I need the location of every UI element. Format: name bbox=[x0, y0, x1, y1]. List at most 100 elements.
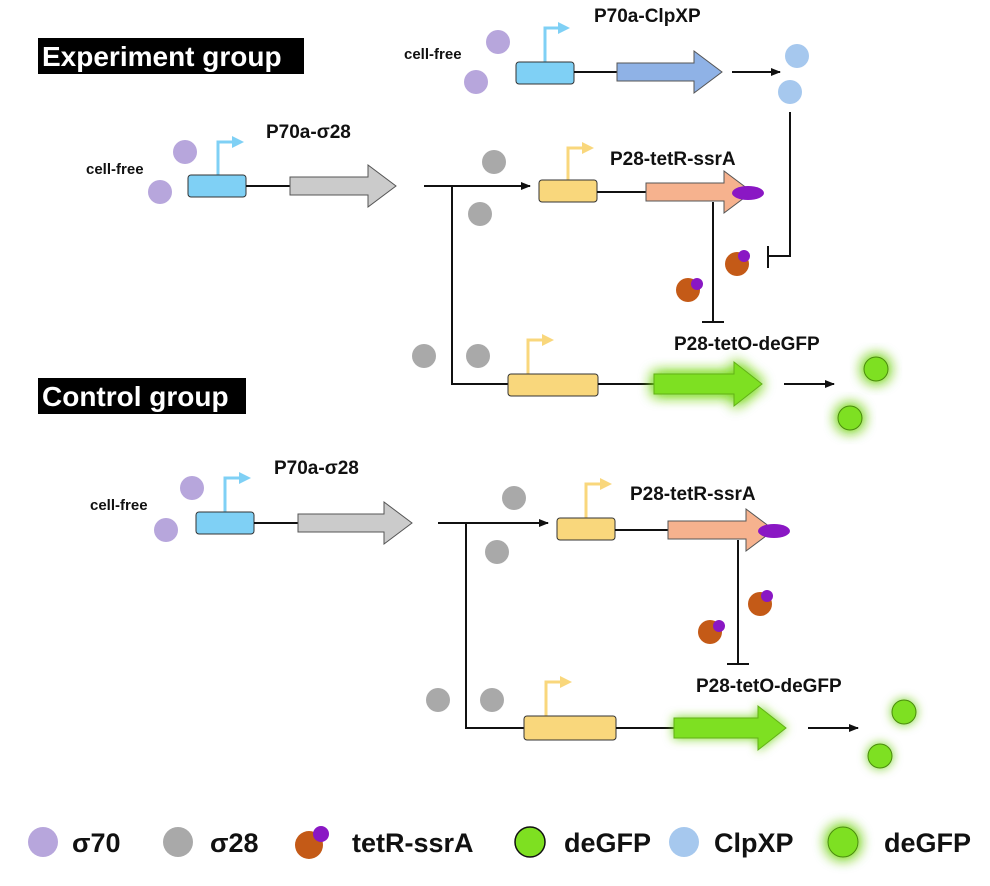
promoter-box-70 bbox=[195, 511, 255, 535]
promoter-arrowhead-icon bbox=[560, 676, 572, 688]
p28-tetr-ssra-label: P28-tetR-ssrA bbox=[610, 149, 736, 170]
sigma28-icon bbox=[502, 486, 526, 510]
experiment-group-label-bg bbox=[38, 38, 304, 74]
clpxp-gene-arrow bbox=[616, 50, 723, 94]
promoter-arrow-icon bbox=[566, 146, 584, 180]
legend-label: σ70 bbox=[72, 828, 121, 858]
sigma28-gene-arrow bbox=[297, 501, 413, 545]
promoter-box-70 bbox=[515, 61, 575, 85]
sigma70-icon bbox=[154, 518, 178, 542]
promoter-arrowhead-icon bbox=[600, 478, 612, 490]
sigma28-icon bbox=[426, 688, 450, 712]
degfp-gene-arrow bbox=[673, 704, 787, 752]
control-group-label-bg bbox=[38, 378, 246, 414]
legend-item: deGFP bbox=[827, 826, 971, 858]
promoter-arrow-icon bbox=[223, 476, 241, 512]
legend-label: ClpXP bbox=[714, 828, 794, 858]
promoter-box-70 bbox=[187, 174, 247, 198]
legend-item: tetR-ssrA bbox=[295, 826, 474, 859]
degfp-gene-arrow bbox=[653, 360, 763, 408]
legend-item: σ70 bbox=[28, 827, 121, 858]
degfp-construct: P28-tetO-deGFP bbox=[507, 334, 889, 431]
degfp-icon bbox=[867, 743, 893, 769]
degfp-construct: P28-tetO-deGFP bbox=[523, 676, 917, 769]
sigma28-icon bbox=[480, 688, 504, 712]
cell-free-label: cell-free bbox=[404, 46, 462, 63]
sigma70-icon bbox=[180, 476, 204, 500]
sigma70-icon bbox=[173, 140, 197, 164]
legend-item: σ28 bbox=[163, 827, 259, 858]
promoter-arrowhead-icon bbox=[542, 334, 554, 346]
control-group-title: Control group bbox=[42, 381, 229, 412]
sigma70-icon bbox=[28, 827, 58, 857]
ssra-tag-icon bbox=[758, 524, 790, 538]
promoter-box-28 bbox=[538, 179, 598, 203]
cell-free-label: cell-free bbox=[90, 497, 148, 514]
tetr-gene-arrow bbox=[667, 508, 775, 552]
legend-item: ClpXP bbox=[669, 827, 794, 858]
p70a-sigma28-label: P70a-σ28 bbox=[266, 122, 351, 143]
p28-teto-degfp-label: P28-tetO-deGFP bbox=[674, 334, 820, 355]
tetr-ssra-icon bbox=[725, 250, 750, 276]
promoter-box-28 bbox=[556, 517, 616, 541]
tetr-ssra-icon bbox=[295, 826, 329, 859]
sigma28-icon bbox=[163, 827, 193, 857]
promoter-arrow-icon bbox=[544, 680, 562, 716]
legend-label: σ28 bbox=[210, 828, 259, 858]
p70a-sigma28-label: P70a-σ28 bbox=[274, 458, 359, 479]
experiment-group-title: Experiment group bbox=[42, 41, 282, 72]
promoter-arrow-icon bbox=[584, 482, 602, 518]
tetr-ssra-construct: P28-tetR-ssrA bbox=[556, 478, 790, 665]
legend-label: deGFP bbox=[564, 828, 651, 858]
p28-teto-degfp-label: P28-tetO-deGFP bbox=[696, 676, 842, 697]
promoter-arrowhead-icon bbox=[582, 142, 594, 154]
degfp-glow-icon bbox=[863, 356, 889, 382]
promoter-arrowhead-icon bbox=[232, 136, 244, 148]
control-group: Control group cell-free P70a-σ28 P28-tet… bbox=[38, 378, 917, 769]
ssra-tag-icon bbox=[732, 186, 764, 200]
sigma28-icon bbox=[485, 540, 509, 564]
promoter-box-28 bbox=[507, 373, 599, 397]
clpxp-construct: cell-free P70a-ClpXP bbox=[404, 6, 809, 268]
sigma28-icon bbox=[482, 150, 506, 174]
degfp-icon bbox=[514, 826, 546, 858]
degfp-glow-icon bbox=[837, 405, 863, 431]
tetr-ssra-construct: P28-tetR-ssrA bbox=[538, 142, 764, 323]
legend-item: deGFP bbox=[514, 826, 651, 858]
promoter-arrow-icon bbox=[543, 26, 560, 62]
promoter-arrow-icon bbox=[216, 140, 234, 175]
legend-label: deGFP bbox=[884, 828, 971, 858]
sigma28-construct: cell-free P70a-σ28 bbox=[90, 458, 549, 729]
sigma70-icon bbox=[486, 30, 510, 54]
sigma28-icon bbox=[412, 344, 436, 368]
branch-line bbox=[465, 523, 524, 729]
promoter-arrowhead-icon bbox=[239, 472, 251, 484]
sigma28-icon bbox=[466, 344, 490, 368]
promoter-arrow-icon bbox=[526, 338, 544, 374]
experiment-group: Experiment group cell-free P70a-ClpXP ce… bbox=[38, 6, 889, 431]
promoter-box-28 bbox=[523, 715, 617, 741]
tetr-ssra-icon bbox=[676, 278, 703, 302]
tetr-ssra-icon bbox=[748, 590, 773, 616]
sigma28-icon bbox=[468, 202, 492, 226]
p70a-clpxp-label: P70a-ClpXP bbox=[594, 6, 701, 27]
sigma70-icon bbox=[464, 70, 488, 94]
branch-line bbox=[451, 186, 508, 385]
tetr-ssra-icon bbox=[698, 620, 725, 644]
clpxp-icon bbox=[778, 80, 802, 104]
degfp-glow-icon bbox=[827, 826, 859, 858]
legend: σ70 σ28 tetR-ssrA deGFP ClpXP deGFP bbox=[28, 826, 971, 859]
clpxp-icon bbox=[669, 827, 699, 857]
p28-tetr-ssra-label: P28-tetR-ssrA bbox=[630, 484, 756, 505]
promoter-arrowhead-icon bbox=[558, 22, 570, 34]
degfp-icon bbox=[891, 699, 917, 725]
cell-free-label: cell-free bbox=[86, 161, 144, 178]
clpxp-inhibition-line bbox=[768, 112, 791, 257]
sigma28-gene-arrow bbox=[289, 164, 397, 208]
sigma28-construct: cell-free P70a-σ28 bbox=[86, 122, 531, 385]
sigma70-icon bbox=[148, 180, 172, 204]
clpxp-icon bbox=[785, 44, 809, 68]
tetr-gene-arrow bbox=[645, 170, 753, 214]
legend-label: tetR-ssrA bbox=[352, 828, 474, 858]
